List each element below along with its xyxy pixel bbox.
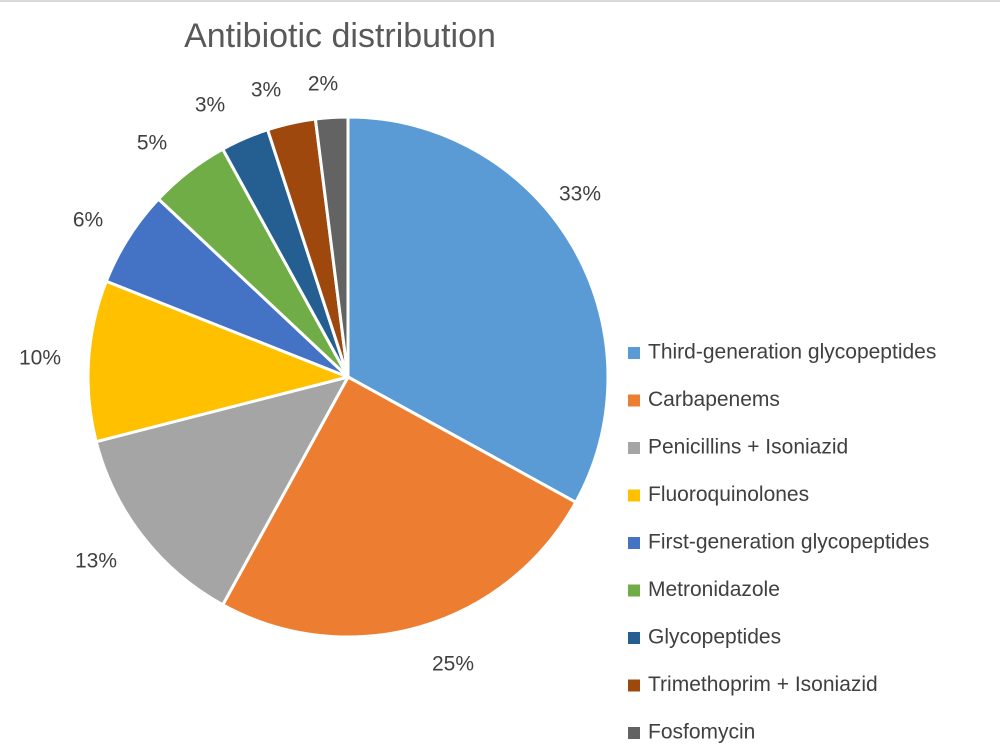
pie-slice-1 <box>346 115 610 504</box>
data-label-8: 3% <box>251 79 281 102</box>
pie-slice-9 <box>313 115 350 379</box>
pie-slices <box>86 115 610 639</box>
data-label-9: 2% <box>308 73 338 96</box>
legend-label-5: First-generation glycopeptides <box>648 531 929 554</box>
legend-label-2: Carbapenems <box>648 388 780 411</box>
legend-swatch-5 <box>628 537 640 549</box>
legend-swatch-7 <box>628 632 640 644</box>
chart-title: Antibiotic distribution <box>184 17 496 55</box>
legend-label-8: Trimethoprim + Isoniazid <box>648 673 878 696</box>
data-label-2: 25% <box>432 653 474 676</box>
legend-label-7: Glycopeptides <box>648 626 781 649</box>
legend-swatch-2 <box>628 394 640 407</box>
legend-swatch-6 <box>628 584 640 597</box>
legend-label-1: Third-generation glycopeptides <box>648 341 936 364</box>
legend-label-9: Fosfomycin <box>648 721 755 744</box>
pie-slice-3 <box>94 375 350 607</box>
data-label-4: 10% <box>19 347 61 370</box>
data-label-1: 33% <box>559 183 601 206</box>
pie-slice-2 <box>221 375 578 639</box>
data-label-6: 5% <box>137 132 167 155</box>
legend-label-4: Fluoroquinolones <box>648 483 809 506</box>
data-label-7: 3% <box>195 94 225 117</box>
legend-label-3: Penicillins + Isoniazid <box>648 436 848 459</box>
legend: Third-generation glycopeptides Carbapenem… <box>628 341 936 744</box>
data-label-5: 6% <box>73 209 103 232</box>
legend-swatch-8 <box>628 679 640 692</box>
legend-swatch-4 <box>628 489 640 502</box>
legend-label-6: Metronidazole <box>648 578 780 601</box>
data-labels: 33% 25% 13% 10% 6% 5% 3% 3% 2% <box>19 73 601 676</box>
legend-swatch-3 <box>628 442 640 454</box>
legend-swatch-9 <box>628 727 640 739</box>
data-label-3: 13% <box>75 550 117 573</box>
pie-slice-4 <box>86 279 350 444</box>
legend-swatch-1 <box>628 347 640 359</box>
